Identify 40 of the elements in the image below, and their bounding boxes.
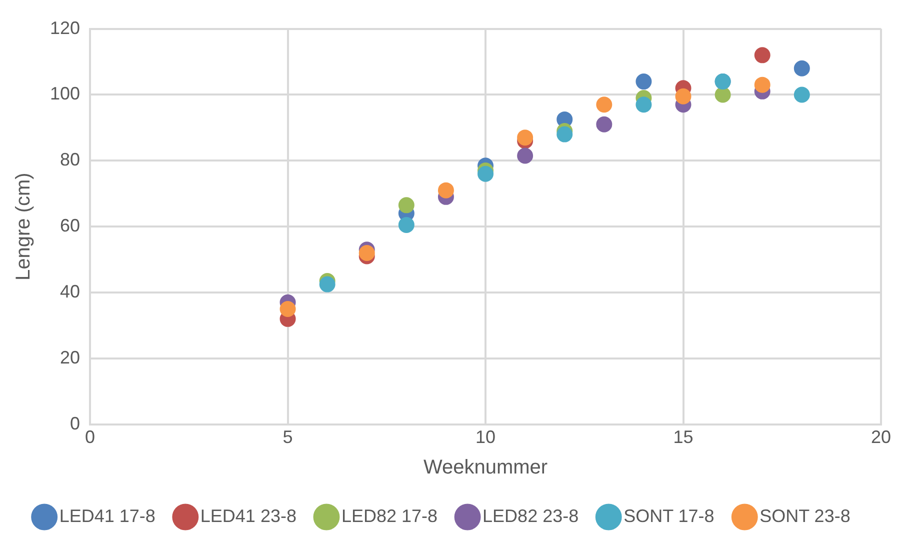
y-tick-label: 0 [70, 413, 80, 434]
x-tick-label: 20 [870, 427, 892, 448]
x-tick-label: 5 [282, 427, 293, 448]
point [794, 60, 810, 76]
point [714, 86, 731, 103]
point [556, 126, 573, 142]
legend-label: LED82 23-8 [482, 506, 579, 526]
point [398, 197, 414, 214]
y-tick-label: 20 [60, 347, 80, 368]
point [636, 74, 652, 90]
x-axis-title: Weeknummer [423, 456, 548, 479]
point [675, 88, 692, 104]
point [438, 182, 454, 198]
y-tick-label: 60 [60, 216, 80, 236]
y-axis-title: Lengre (cm) [12, 172, 35, 281]
x-tick-label: 10 [476, 427, 496, 448]
point [358, 244, 375, 261]
x-tick-label: 15 [673, 427, 694, 448]
point [596, 96, 612, 113]
y-tick-label: 40 [60, 282, 80, 302]
point [398, 216, 414, 233]
legend-label: SONT 23-8 [760, 506, 850, 526]
point [280, 301, 296, 318]
point [319, 276, 336, 292]
y-tick-label: 80 [60, 150, 80, 170]
y-tick-label: 120 [50, 18, 80, 38]
point [596, 116, 612, 132]
legend-label: SONT 17-8 [624, 506, 714, 526]
point [636, 96, 652, 113]
point [517, 130, 534, 146]
point [754, 76, 770, 93]
point [754, 47, 770, 64]
point [517, 148, 534, 164]
legend-label: LED82 17-8 [341, 506, 438, 526]
legend-label: LED41 17-8 [59, 506, 156, 526]
point [794, 86, 810, 103]
x-tick-label: 0 [85, 427, 96, 448]
point [478, 166, 494, 182]
legend-label: LED41 23-8 [200, 506, 296, 526]
y-tick-label: 100 [50, 84, 80, 104]
